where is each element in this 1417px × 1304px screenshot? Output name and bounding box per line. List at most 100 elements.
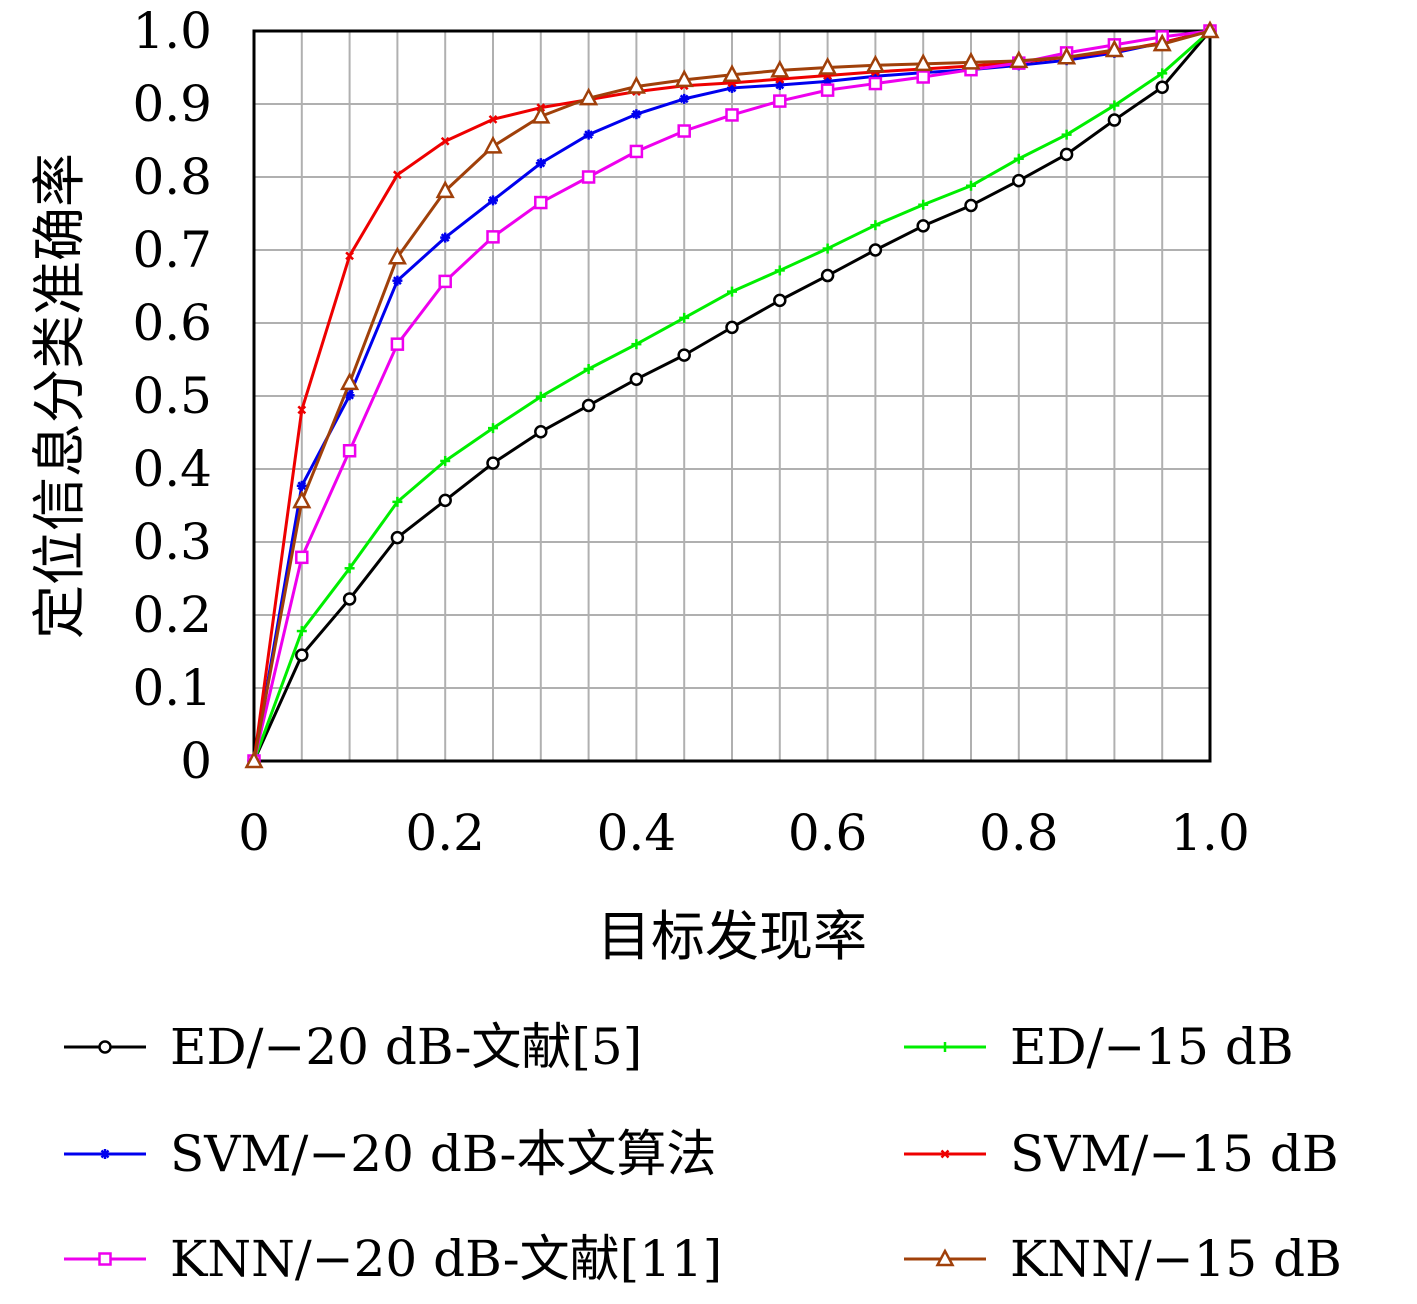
data-point	[535, 158, 546, 169]
data-point	[868, 76, 883, 91]
data-point	[1157, 68, 1168, 79]
data-point	[868, 243, 883, 257]
data-point	[725, 108, 739, 122]
data-point	[581, 170, 596, 184]
data-point	[488, 195, 498, 206]
legend-marker	[100, 1149, 110, 1159]
x-tick-label: 0.8	[979, 804, 1059, 862]
data-point	[1200, 20, 1220, 39]
y-tick-label: 0.7	[132, 221, 212, 279]
y-tick-label: 0.9	[132, 75, 212, 133]
data-point	[913, 53, 933, 72]
y-tick-label: 0.5	[132, 367, 212, 425]
data-point	[725, 320, 739, 335]
data-point	[344, 390, 355, 401]
x-tick-label: 0.6	[788, 804, 868, 862]
legend-item: KNN/−20 dB-文献[11]	[64, 1230, 722, 1288]
data-point	[631, 339, 642, 350]
legend-marker	[98, 1040, 112, 1054]
data-point	[773, 293, 787, 308]
data-point	[535, 391, 546, 402]
data-point	[579, 87, 599, 106]
data-point	[438, 274, 452, 289]
data-point	[677, 348, 691, 362]
legend-marker	[935, 1248, 955, 1267]
data-point	[440, 455, 451, 466]
data-point	[244, 750, 264, 769]
y-axis-label: 定位信息分类准确率	[28, 153, 91, 639]
data-point	[870, 220, 881, 231]
data-point	[440, 232, 451, 243]
legend-item: ED/−15 dB	[904, 1018, 1294, 1076]
data-point	[488, 114, 498, 124]
data-point	[435, 180, 455, 199]
data-point	[534, 195, 548, 210]
data-point	[342, 592, 357, 606]
legend-label: KNN/−15 dB	[1010, 1230, 1342, 1288]
data-point	[534, 425, 548, 439]
data-point	[483, 135, 503, 154]
data-point	[1104, 39, 1124, 58]
data-point	[1009, 50, 1029, 69]
x-axis-label: 目标发现率	[597, 905, 867, 968]
data-point	[1061, 129, 1072, 140]
data-point	[631, 109, 642, 120]
plot-frame	[252, 29, 1212, 763]
data-point	[820, 268, 835, 283]
data-point	[818, 56, 838, 75]
x-tick-label: 0	[238, 804, 270, 862]
data-point	[387, 246, 407, 265]
data-point	[820, 83, 835, 97]
data-point	[679, 93, 690, 104]
series-0	[247, 24, 1217, 768]
data-point	[773, 94, 787, 108]
data-point	[822, 243, 833, 254]
data-point	[1152, 33, 1172, 52]
data-point	[1107, 113, 1122, 127]
legend-marker	[98, 1252, 112, 1266]
x-tick-label: 0.2	[405, 804, 485, 862]
data-point	[916, 70, 930, 84]
x-tick-labels: 0 0.2 0.4 0.6 0.8 1.0	[238, 804, 1250, 862]
data-point	[390, 530, 405, 545]
data-point	[865, 54, 885, 73]
y-tick-label: 0.3	[132, 513, 212, 571]
data-point	[297, 405, 307, 415]
data-point	[674, 69, 694, 88]
data-point	[1013, 153, 1024, 164]
data-point	[961, 51, 981, 70]
data-point	[292, 490, 312, 509]
legend-label: KNN/−20 dB-文献[11]	[170, 1230, 722, 1288]
data-point	[393, 170, 402, 180]
series-5	[244, 20, 1220, 769]
data-point	[531, 105, 551, 124]
grid	[254, 31, 1210, 761]
data-point	[722, 64, 742, 83]
data-point	[296, 480, 307, 491]
data-point	[966, 180, 976, 191]
y-tick-label: 0.8	[132, 148, 212, 206]
data-point	[390, 337, 405, 351]
y-tick-label: 0.4	[132, 440, 212, 498]
data-point	[629, 372, 644, 386]
data-point	[774, 265, 785, 276]
y-tick-label: 0.6	[132, 294, 212, 352]
data-point	[583, 363, 594, 374]
legend-label: SVM/−20 dB-本文算法	[170, 1125, 716, 1183]
data-point	[679, 312, 690, 323]
legend-item: SVM/−20 dB-本文算法	[64, 1125, 716, 1183]
y-tick-label: 0	[180, 732, 212, 790]
data-point	[916, 219, 930, 233]
legend: ED/−20 dB-文献[5] ED/−15 dB SVM/−20 dB-本文算法 S…	[64, 1018, 1342, 1288]
data-point	[770, 59, 790, 78]
legend-item: SVM/−15 dB	[904, 1125, 1339, 1183]
legend-item: ED/−20 dB-文献[5]	[64, 1018, 642, 1076]
legend-item: KNN/−15 dB	[904, 1230, 1342, 1288]
data-point	[295, 648, 309, 662]
data-point	[1012, 173, 1026, 188]
y-tick-label: 0.1	[132, 659, 212, 717]
x-tick-label: 0.4	[597, 804, 677, 862]
series-group	[244, 20, 1220, 769]
data-point	[1057, 46, 1077, 65]
